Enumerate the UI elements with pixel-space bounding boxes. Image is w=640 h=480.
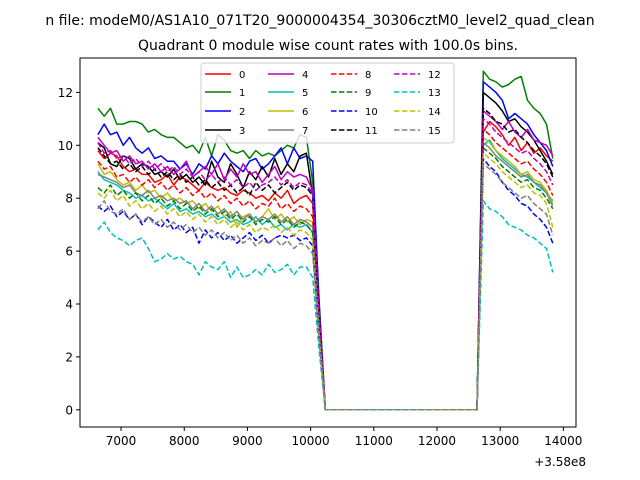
y-tick-label: 0 bbox=[65, 403, 73, 417]
x-tick-label: 10000 bbox=[292, 434, 330, 448]
x-tick-label: 14000 bbox=[544, 434, 582, 448]
y-tick-label: 10 bbox=[58, 139, 73, 153]
legend-label-0: 0 bbox=[239, 70, 245, 81]
legend-label-5: 5 bbox=[302, 88, 308, 99]
legend-label-1: 1 bbox=[239, 88, 245, 99]
legend-box bbox=[200, 62, 455, 144]
x-tick-label: 8000 bbox=[169, 434, 200, 448]
legend-label-9: 9 bbox=[365, 88, 371, 99]
series-line-6 bbox=[97, 136, 554, 411]
legend-label-13: 13 bbox=[428, 88, 441, 99]
chart-title: Quadrant 0 module wise count rates with … bbox=[138, 38, 518, 54]
series-line-5 bbox=[97, 139, 554, 411]
x-tick-label: 11000 bbox=[355, 434, 393, 448]
legend-label-14: 14 bbox=[428, 107, 441, 118]
legend-label-4: 4 bbox=[302, 70, 308, 81]
legend-label-7: 7 bbox=[302, 126, 308, 137]
series-line-4 bbox=[97, 110, 554, 411]
legend-label-11: 11 bbox=[365, 126, 378, 137]
series-line-0 bbox=[97, 120, 554, 411]
legend-label-3: 3 bbox=[239, 126, 245, 137]
y-tick-label: 8 bbox=[65, 192, 73, 206]
figure-suptitle: n file: modeM0/AS1A10_071T20_9000004354_… bbox=[45, 13, 594, 29]
series-line-12 bbox=[97, 118, 554, 411]
legend-label-8: 8 bbox=[365, 70, 371, 81]
legend-label-10: 10 bbox=[365, 107, 378, 118]
series-line-10 bbox=[97, 157, 554, 411]
legend-label-2: 2 bbox=[239, 107, 245, 118]
legend-label-12: 12 bbox=[428, 70, 441, 81]
series-line-13 bbox=[97, 200, 554, 411]
series-line-7 bbox=[97, 141, 554, 411]
plot-frame bbox=[79, 57, 577, 428]
y-tick-label: 12 bbox=[58, 86, 73, 100]
series-line-8 bbox=[97, 128, 554, 411]
legend-label-6: 6 bbox=[302, 107, 308, 118]
y-tick-label: 6 bbox=[65, 245, 73, 259]
series-line-9 bbox=[97, 147, 554, 411]
x-tick-label: 13000 bbox=[481, 434, 519, 448]
series-line-15 bbox=[97, 163, 554, 411]
series-line-11 bbox=[97, 107, 554, 411]
y-tick-label: 2 bbox=[65, 350, 73, 364]
x-tick-label: 9000 bbox=[232, 434, 263, 448]
series-lines bbox=[97, 70, 554, 411]
x-tick-label: 12000 bbox=[418, 434, 456, 448]
x-offset-label: +3.58e8 bbox=[534, 455, 586, 469]
y-tick-label: 4 bbox=[65, 298, 73, 312]
x-axis: 7000 8000 9000 10000 11000 12000 13000 14000 bbox=[106, 427, 582, 448]
y-axis: 0 2 4 6 8 10 12 bbox=[58, 86, 80, 417]
x-tick-label: 7000 bbox=[106, 434, 137, 448]
legend-label-15: 15 bbox=[428, 126, 441, 137]
series-line-14 bbox=[97, 152, 554, 411]
